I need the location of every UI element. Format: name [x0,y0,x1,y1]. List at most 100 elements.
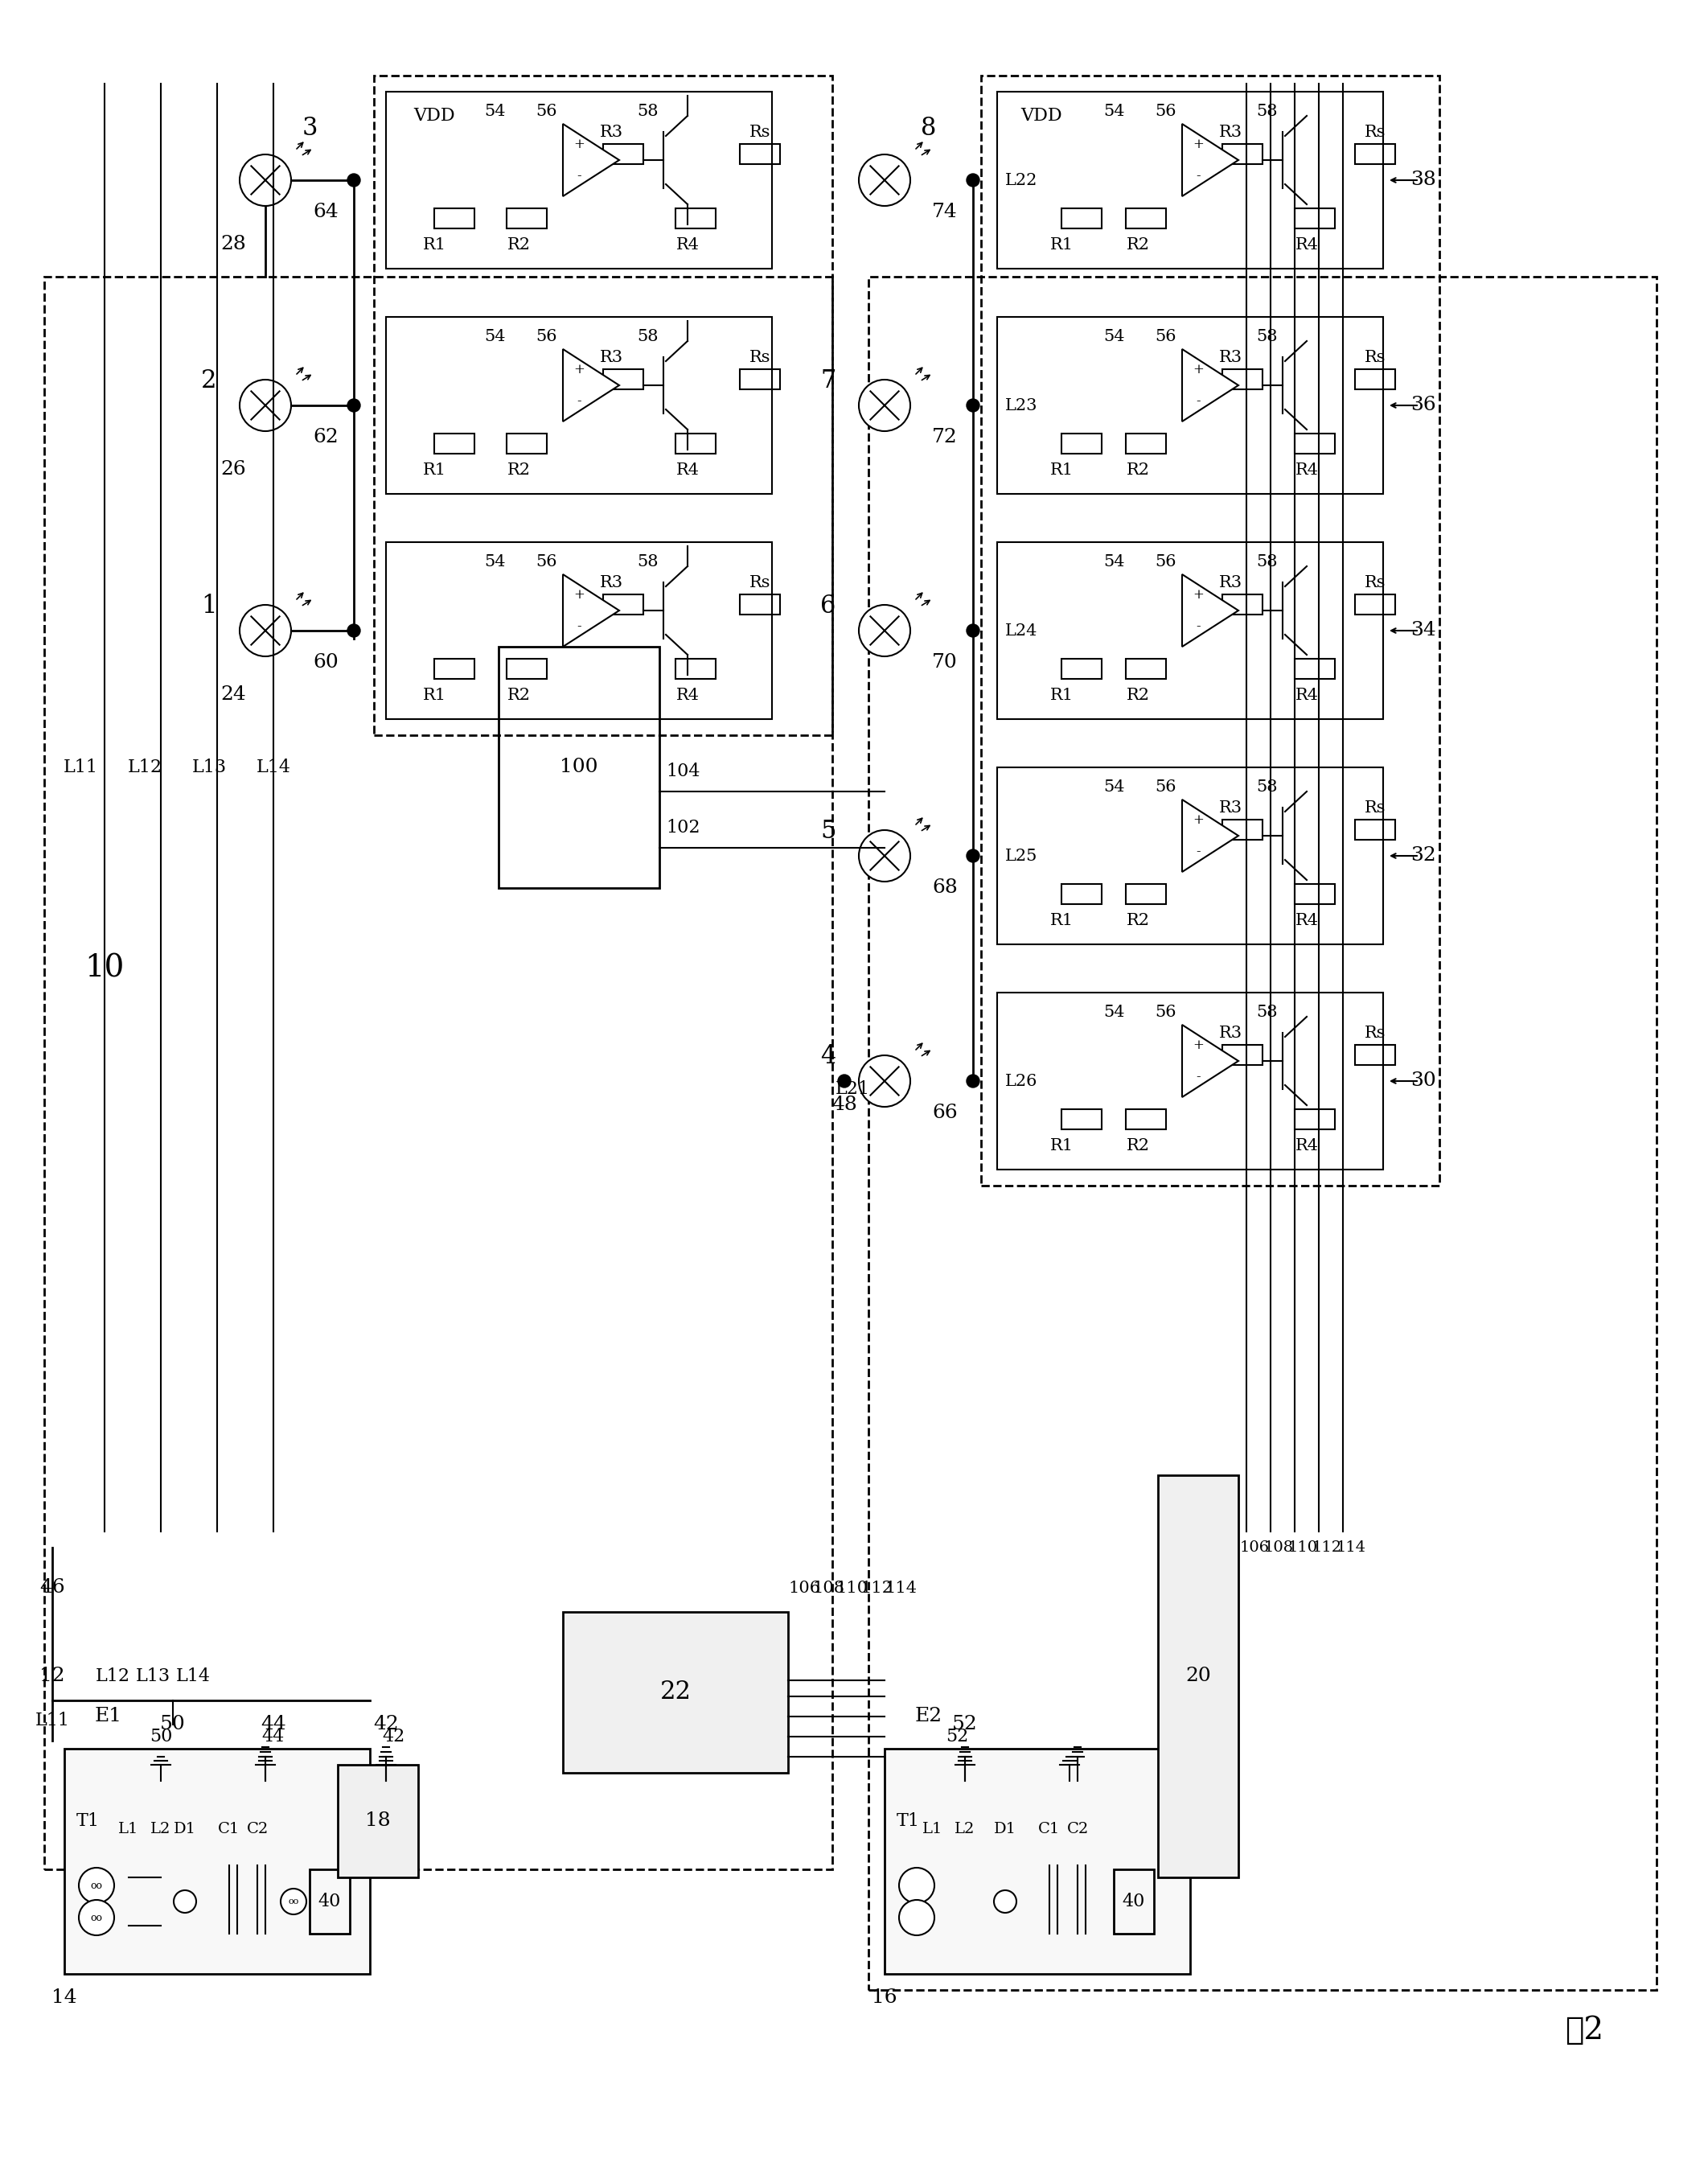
Bar [885,1749,1190,1975]
Bar [309,1868,350,1934]
Text: E2: E2 [915,1707,943,1725]
Text: 18: 18 [366,1812,391,1831]
Bar [499,646,659,887]
Bar [1126,883,1167,905]
Bar [1354,144,1395,163]
Text: R4: R4 [676,687,699,703]
Text: L12: L12 [96,1668,130,1686]
Text: L12: L12 [128,759,162,776]
Text: R1: R1 [422,461,446,476]
Text: 74: 74 [933,202,958,222]
Text: 50: 50 [149,1727,173,1747]
Text: 102: 102 [666,818,700,837]
Text: oo: oo [289,1897,299,1905]
Text: 34: 34 [1411,622,1436,639]
Text: 36: 36 [1411,396,1436,415]
Text: 58: 58 [637,555,658,570]
Text: L23: L23 [1004,398,1037,413]
Circle shape [967,850,979,861]
Bar [603,144,644,163]
Text: +: + [1192,363,1204,376]
Text: 40: 40 [1122,1892,1146,1910]
Bar [1061,883,1102,905]
Text: 8: 8 [921,115,936,141]
Bar [997,542,1383,720]
Bar [338,1764,418,1877]
Text: 54: 54 [1103,328,1124,344]
Circle shape [280,1888,306,1914]
Text: R1: R1 [1050,914,1073,929]
Bar [434,433,475,455]
Text: R4: R4 [1295,237,1319,252]
Bar [740,144,781,163]
Text: 64: 64 [313,202,338,222]
Text: L24: L24 [1004,622,1037,637]
Text: -: - [1196,170,1201,183]
Text: 106: 106 [1240,1540,1269,1555]
Circle shape [967,174,979,187]
Text: 112: 112 [1312,1540,1342,1555]
Polygon shape [1182,800,1238,872]
Text: 114: 114 [1336,1540,1366,1555]
Text: R3: R3 [1218,800,1242,816]
Circle shape [347,398,360,411]
Circle shape [967,398,979,411]
Text: 42: 42 [374,1716,398,1733]
Bar [1061,209,1102,228]
Text: +: + [1192,137,1204,150]
Bar [434,209,475,228]
Text: R2: R2 [1126,237,1149,252]
Text: L13: L13 [191,759,227,776]
Text: 62: 62 [313,428,338,446]
Text: +: + [1192,813,1204,826]
Bar [1126,1109,1167,1129]
Text: 46: 46 [39,1579,65,1596]
Text: -: - [577,170,581,183]
Bar [997,318,1383,494]
Bar [507,433,547,455]
Polygon shape [1182,350,1238,422]
Bar [507,659,547,679]
Text: Rs: Rs [750,350,770,365]
Bar [1126,659,1167,679]
Text: D1: D1 [174,1823,196,1836]
Circle shape [859,381,910,431]
Text: R4: R4 [1295,461,1319,476]
Text: R4: R4 [1295,1138,1319,1153]
Circle shape [859,154,910,207]
Text: 68: 68 [933,879,958,898]
Bar [997,992,1383,1170]
Text: 54: 54 [1103,555,1124,570]
Bar [675,659,716,679]
Text: 5: 5 [820,820,837,844]
Text: 108: 108 [813,1581,844,1596]
Text: 56: 56 [1155,104,1177,120]
Text: 110: 110 [837,1581,869,1596]
Text: Rs: Rs [1365,124,1385,139]
Text: R1: R1 [422,237,446,252]
Text: 56: 56 [1155,1005,1177,1020]
Bar [507,209,547,228]
Circle shape [859,605,910,657]
Text: R4: R4 [676,461,699,476]
Circle shape [967,624,979,637]
Text: oo: oo [91,1912,102,1923]
Text: 58: 58 [1255,104,1278,120]
Circle shape [994,1890,1016,1912]
Text: 72: 72 [933,428,958,446]
Bar [1223,1044,1262,1066]
Text: 1: 1 [202,594,217,620]
Text: Rs: Rs [1365,350,1385,365]
Polygon shape [564,350,620,422]
Text: VDD: VDD [1021,107,1062,124]
Text: 50: 50 [161,1716,186,1733]
Circle shape [967,1074,979,1088]
Text: Rs: Rs [1365,800,1385,816]
Text: L1: L1 [922,1823,943,1836]
Text: 58: 58 [637,104,658,120]
Text: 52: 52 [946,1727,968,1747]
Bar [997,91,1383,270]
Text: 40: 40 [318,1892,342,1910]
Text: L22: L22 [1004,172,1037,187]
Text: R1: R1 [1050,687,1073,703]
